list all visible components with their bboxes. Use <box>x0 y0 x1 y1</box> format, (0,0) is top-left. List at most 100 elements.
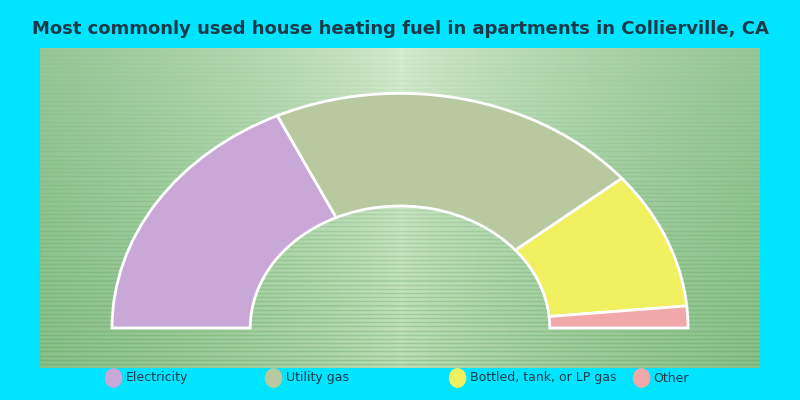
Bar <box>274 35 278 368</box>
Bar <box>515 35 519 368</box>
Bar <box>40 106 760 110</box>
Bar <box>181 35 184 368</box>
Bar <box>202 35 206 368</box>
Bar <box>40 318 760 322</box>
Bar <box>638 35 641 368</box>
Bar <box>627 35 630 368</box>
Bar <box>40 151 760 156</box>
Bar <box>138 35 141 368</box>
Bar <box>731 35 735 368</box>
Bar <box>721 35 724 368</box>
Bar <box>746 35 750 368</box>
Bar <box>670 35 674 368</box>
Bar <box>40 301 760 306</box>
Bar <box>519 35 522 368</box>
Bar <box>558 35 562 368</box>
Bar <box>40 43 760 47</box>
Bar <box>426 35 429 368</box>
Bar <box>40 206 760 210</box>
Bar <box>40 126 760 130</box>
Bar <box>338 35 342 368</box>
Text: Bottled, tank, or LP gas: Bottled, tank, or LP gas <box>470 372 616 384</box>
Bar <box>40 168 760 172</box>
Bar <box>40 80 760 85</box>
Bar <box>148 35 152 368</box>
Bar <box>253 35 256 368</box>
Bar <box>40 243 760 247</box>
Bar <box>40 89 760 93</box>
Bar <box>87 35 90 368</box>
Bar <box>486 35 490 368</box>
Bar <box>126 35 130 368</box>
Bar <box>40 226 760 230</box>
Bar <box>40 322 760 326</box>
Bar <box>40 330 760 335</box>
Bar <box>40 114 760 118</box>
Bar <box>40 268 760 272</box>
Bar <box>282 35 285 368</box>
Bar <box>123 35 126 368</box>
Bar <box>598 35 602 368</box>
Bar <box>310 35 314 368</box>
Bar <box>757 35 760 368</box>
Bar <box>40 230 760 235</box>
Bar <box>469 35 472 368</box>
Bar <box>335 35 339 368</box>
Bar <box>259 35 263 368</box>
Bar <box>692 35 695 368</box>
Bar <box>461 35 465 368</box>
Bar <box>566 35 570 368</box>
Bar <box>508 35 512 368</box>
Bar <box>537 35 541 368</box>
Bar <box>40 122 760 126</box>
Bar <box>40 189 760 193</box>
Bar <box>112 35 116 368</box>
Bar <box>144 35 148 368</box>
Bar <box>505 35 508 368</box>
Bar <box>115 35 119 368</box>
Bar <box>475 35 479 368</box>
Bar <box>400 35 404 368</box>
Bar <box>332 35 335 368</box>
Bar <box>440 35 443 368</box>
Wedge shape <box>112 116 336 328</box>
Bar <box>40 110 760 114</box>
Bar <box>655 35 659 368</box>
Bar <box>238 35 242 368</box>
Bar <box>699 35 702 368</box>
Bar <box>498 35 501 368</box>
Bar <box>40 156 760 160</box>
Bar <box>446 35 450 368</box>
Bar <box>641 35 645 368</box>
Bar <box>58 35 62 368</box>
Bar <box>40 147 760 151</box>
Bar <box>249 35 253 368</box>
Bar <box>342 35 346 368</box>
Bar <box>109 35 112 368</box>
Bar <box>40 35 43 368</box>
Bar <box>231 35 234 368</box>
Bar <box>40 222 760 226</box>
Bar <box>40 356 760 360</box>
Bar <box>634 35 638 368</box>
Bar <box>321 35 325 368</box>
Bar <box>288 35 292 368</box>
Wedge shape <box>278 93 622 250</box>
Bar <box>710 35 714 368</box>
Bar <box>213 35 216 368</box>
Bar <box>40 143 760 147</box>
Bar <box>234 35 238 368</box>
Bar <box>227 35 230 368</box>
Bar <box>40 51 760 56</box>
Bar <box>292 35 296 368</box>
Bar <box>681 35 685 368</box>
Bar <box>40 64 760 68</box>
Bar <box>62 35 65 368</box>
Bar <box>368 35 371 368</box>
Bar <box>40 135 760 139</box>
Bar <box>378 35 382 368</box>
Bar <box>40 264 760 268</box>
Bar <box>562 35 566 368</box>
Bar <box>141 35 145 368</box>
Bar <box>569 35 573 368</box>
